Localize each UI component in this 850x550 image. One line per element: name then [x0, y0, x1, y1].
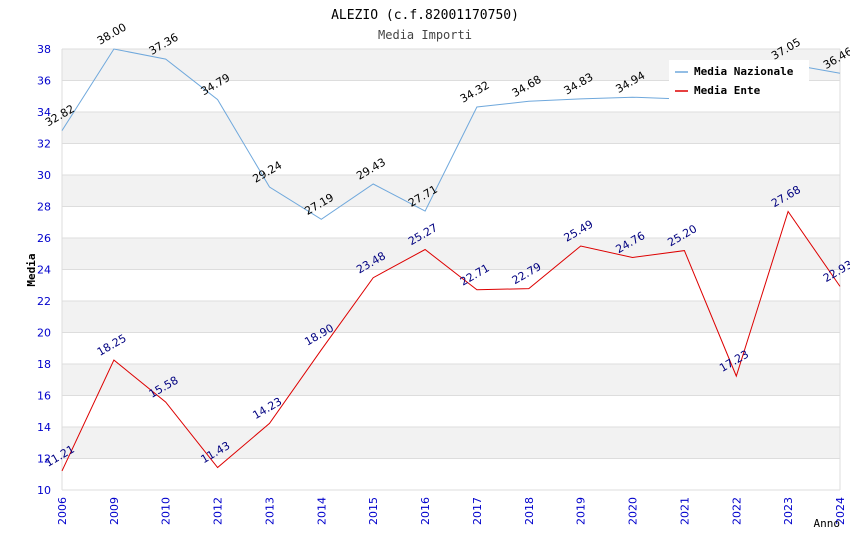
series-line-media-ente — [61, 210, 841, 472]
y-tick-label: 38 — [37, 43, 51, 56]
plot-band — [62, 238, 840, 270]
x-tick-label: 2013 — [263, 497, 276, 525]
plot-band — [62, 112, 840, 144]
x-tick-label: 2019 — [575, 497, 588, 525]
data-label: 18.25 — [95, 332, 129, 359]
x-tick-label: 2015 — [367, 497, 380, 525]
y-axis-ticks: 10 12 14 16 18 20 22 24 26 28 30 32 34 36 38 — [37, 43, 51, 497]
legend-label-media-nazionale: Media Nazionale — [694, 65, 794, 78]
chart-title: ALEZIO (c.f.82001170750) — [331, 8, 519, 23]
y-tick-label: 30 — [37, 169, 51, 182]
plot-bands — [62, 49, 840, 459]
x-tick-label: 2021 — [678, 497, 691, 525]
x-tick-label: 2010 — [160, 497, 173, 525]
x-tick-label: 2009 — [108, 497, 121, 525]
data-label: 14.23 — [250, 395, 284, 422]
legend-box — [669, 60, 809, 100]
y-tick-label: 26 — [37, 232, 51, 245]
y-tick-label: 28 — [37, 201, 51, 214]
x-axis-label: Anno — [814, 517, 841, 530]
data-label: 38.00 — [95, 21, 129, 48]
data-label: 11.21 — [43, 443, 77, 470]
x-tick-label: 2023 — [782, 497, 795, 525]
x-tick-label: 2017 — [471, 497, 484, 525]
legend: Media Nazionale Media Ente — [669, 60, 809, 100]
legend-label-media-ente: Media Ente — [694, 84, 761, 97]
y-tick-label: 24 — [37, 264, 51, 277]
y-tick-label: 16 — [37, 390, 51, 403]
y-axis-label: Media — [25, 253, 38, 286]
x-axis-ticks: 2006 2009 2010 2012 2013 2014 2015 2016 2017 2018… — [56, 497, 847, 525]
plot-band — [62, 301, 840, 333]
y-tick-label: 36 — [37, 75, 51, 88]
x-tick-label: 2012 — [212, 497, 225, 525]
y-tick-label: 10 — [37, 484, 51, 497]
x-tick-label: 2018 — [523, 497, 536, 525]
x-tick-label: 2022 — [730, 497, 743, 525]
x-tick-label: 2016 — [419, 497, 432, 525]
y-tick-label: 32 — [37, 138, 51, 151]
x-tick-label: 2006 — [56, 497, 69, 525]
plot-band — [62, 175, 840, 207]
x-tick-label: 2024 — [834, 497, 847, 525]
y-tick-label: 18 — [37, 358, 51, 371]
y-tick-label: 14 — [37, 421, 51, 434]
chart-subtitle: Media Importi — [378, 28, 472, 42]
y-tick-label: 20 — [37, 327, 51, 340]
plot-band — [62, 427, 840, 459]
y-tick-label: 22 — [37, 295, 51, 308]
x-tick-label: 2014 — [315, 497, 328, 525]
x-tick-label: 2020 — [627, 497, 640, 525]
y-tick-label: 12 — [37, 453, 51, 466]
data-label: 34.32 — [458, 79, 492, 106]
plot-band — [62, 364, 840, 396]
y-tick-label: 34 — [37, 106, 51, 119]
